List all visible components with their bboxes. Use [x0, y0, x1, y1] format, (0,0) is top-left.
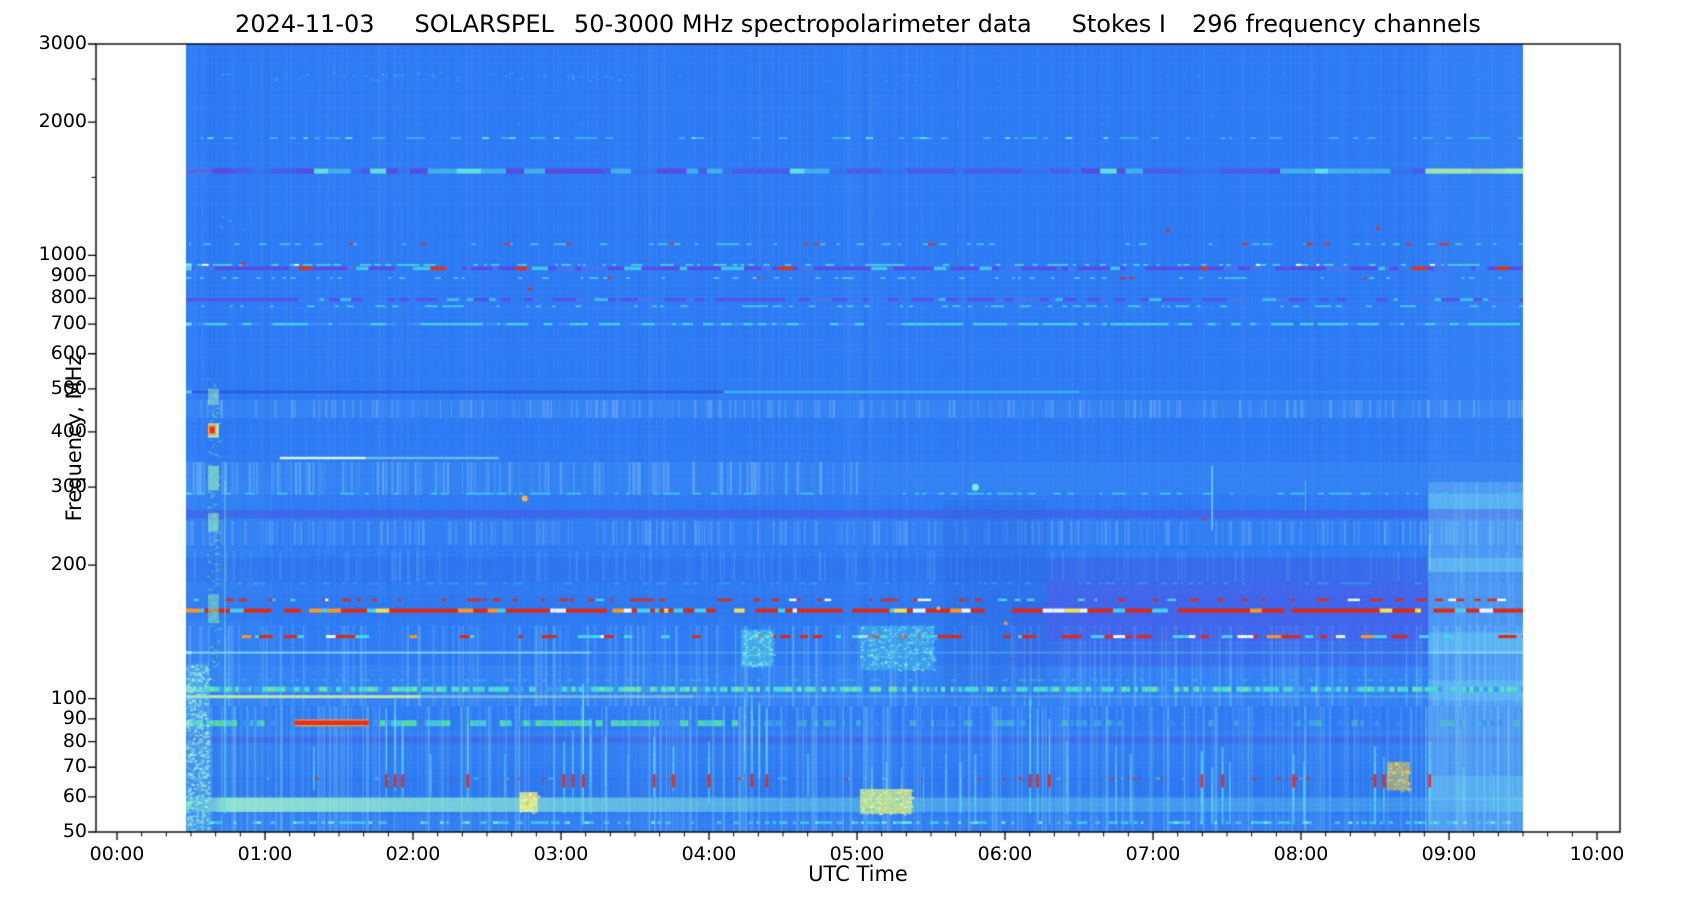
title-description: 50-3000 MHz spectropolarimeter data [573, 10, 1032, 38]
y-tick-label: 50 [62, 820, 87, 842]
x-tick-label: 08:00 [1273, 843, 1329, 865]
y-tick-label: 1000 [38, 243, 87, 266]
x-tick-label: 04:00 [681, 843, 737, 865]
y-tick-label: 700 [50, 312, 87, 335]
y-tick-label: 3000 [38, 32, 87, 54]
title-channels: 296 frequency channels [1192, 10, 1481, 38]
x-tick-label: 00:00 [89, 843, 145, 865]
y-axis-label: Frequency, MHz [62, 354, 86, 522]
y-tick-label: 800 [50, 286, 87, 309]
y-tick-label: 90 [62, 706, 87, 729]
y-tick-label: 70 [62, 755, 87, 778]
title-instrument: SOLARSPEL [414, 10, 554, 38]
y-tick-label: 200 [50, 553, 87, 576]
y-tick-label: 2000 [38, 110, 87, 133]
chart-title: 2024-11-03 SOLARSPEL 50-3000 MHz spectropo… [96, 10, 1620, 38]
x-tick-label: 02:00 [385, 843, 441, 865]
x-tick-label: 10:00 [1569, 843, 1625, 865]
title-stokes: Stokes I [1071, 10, 1167, 38]
x-tick-label: 06:00 [977, 843, 1033, 865]
y-tick-label: 600 [50, 341, 87, 364]
y-tick-label: 60 [62, 784, 87, 807]
x-tick-label: 09:00 [1421, 843, 1477, 865]
x-tick-label: 01:00 [237, 843, 293, 865]
x-tick-label: 07:00 [1125, 843, 1181, 865]
title-date: 2024-11-03 [235, 10, 375, 38]
y-tick-label: 500 [50, 376, 87, 399]
x-axis-label: UTC Time [808, 862, 908, 886]
y-tick-label: 80 [62, 729, 87, 752]
y-tick-label: 900 [50, 263, 87, 286]
y-tick-label: 400 [50, 419, 87, 442]
y-tick-label: 300 [50, 475, 87, 498]
x-tick-label: 05:00 [829, 843, 885, 865]
y-tick-label: 100 [50, 686, 87, 709]
x-tick-label: 03:00 [533, 843, 589, 865]
